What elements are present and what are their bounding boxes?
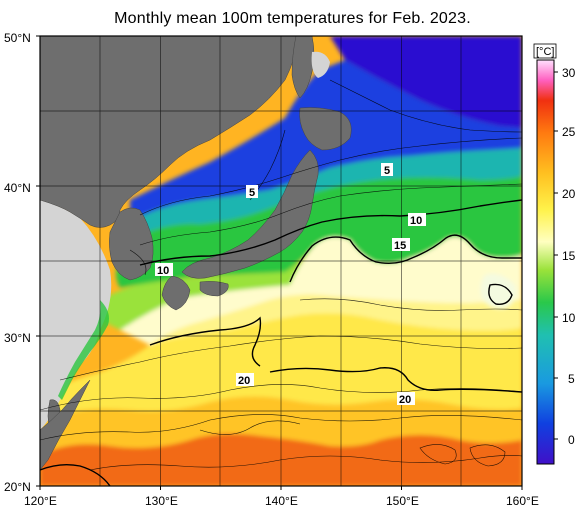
lat-lon-grid	[40, 36, 522, 486]
colorbar-gradient	[536, 59, 555, 465]
contour-lines	[40, 79, 522, 471]
lon-label-120: 120°E	[24, 494, 57, 508]
band-teal	[130, 148, 522, 235]
land-asia-mainland	[40, 36, 301, 228]
colorbar-tick-0: 0	[568, 433, 575, 447]
land-shikoku	[199, 281, 229, 297]
contour-label-10-west: 10	[157, 265, 169, 277]
colorbar-tick-15: 15	[562, 249, 576, 263]
colorbar-tick-30: 30	[562, 66, 576, 80]
lat-label-20: 20°N	[4, 480, 31, 494]
axis-ticks	[36, 35, 523, 490]
colorbar-tick-20: 20	[562, 187, 576, 201]
band-cream-eddy	[480, 273, 517, 309]
band-deep-blue	[330, 36, 522, 128]
land-mainland-south	[40, 379, 91, 471]
land-korea	[109, 207, 154, 281]
coastal-green	[58, 300, 109, 400]
land-honshu	[181, 149, 319, 279]
lon-label-160: 160°E	[506, 494, 539, 508]
land-kyushu	[161, 275, 191, 311]
lat-label-40: 40°N	[4, 181, 31, 195]
contour-label-20-west: 20	[238, 375, 250, 387]
contour-label-15: 15	[394, 240, 406, 252]
contour-label-group: 5 5 10 10 15 20 20	[155, 163, 426, 406]
contour-label-5-east: 5	[384, 165, 390, 177]
band-cream	[120, 236, 522, 345]
map-title: Monthly mean 100m temperatures for Feb. …	[114, 10, 471, 27]
contour-label-20-east: 20	[399, 394, 411, 406]
contour-label-5-west: 5	[249, 187, 255, 199]
colorbar-tick-5: 5	[568, 372, 575, 386]
colorbar-tick-25: 25	[562, 125, 576, 139]
land-sea-of-okhotsk-ice	[311, 51, 330, 78]
major-contours	[40, 199, 522, 486]
map-field	[40, 36, 522, 486]
lon-label-150: 150°E	[386, 494, 419, 508]
contour-label-10-east: 10	[410, 215, 422, 227]
lat-label-30: 30°N	[4, 331, 31, 345]
colorbar-tick-10: 10	[562, 311, 576, 325]
colorbar: [°C] 30 25 20 15 10 5 0	[533, 43, 576, 465]
band-pale-yellow	[150, 294, 522, 345]
lon-label-130: 130°E	[145, 494, 178, 508]
lon-label-140: 140°E	[265, 494, 298, 508]
land-far-china	[40, 200, 112, 430]
colorbar-unit-box	[533, 43, 557, 59]
lat-label-50: 50°N	[4, 31, 31, 45]
colorbar-unit: [°C]	[536, 46, 554, 58]
